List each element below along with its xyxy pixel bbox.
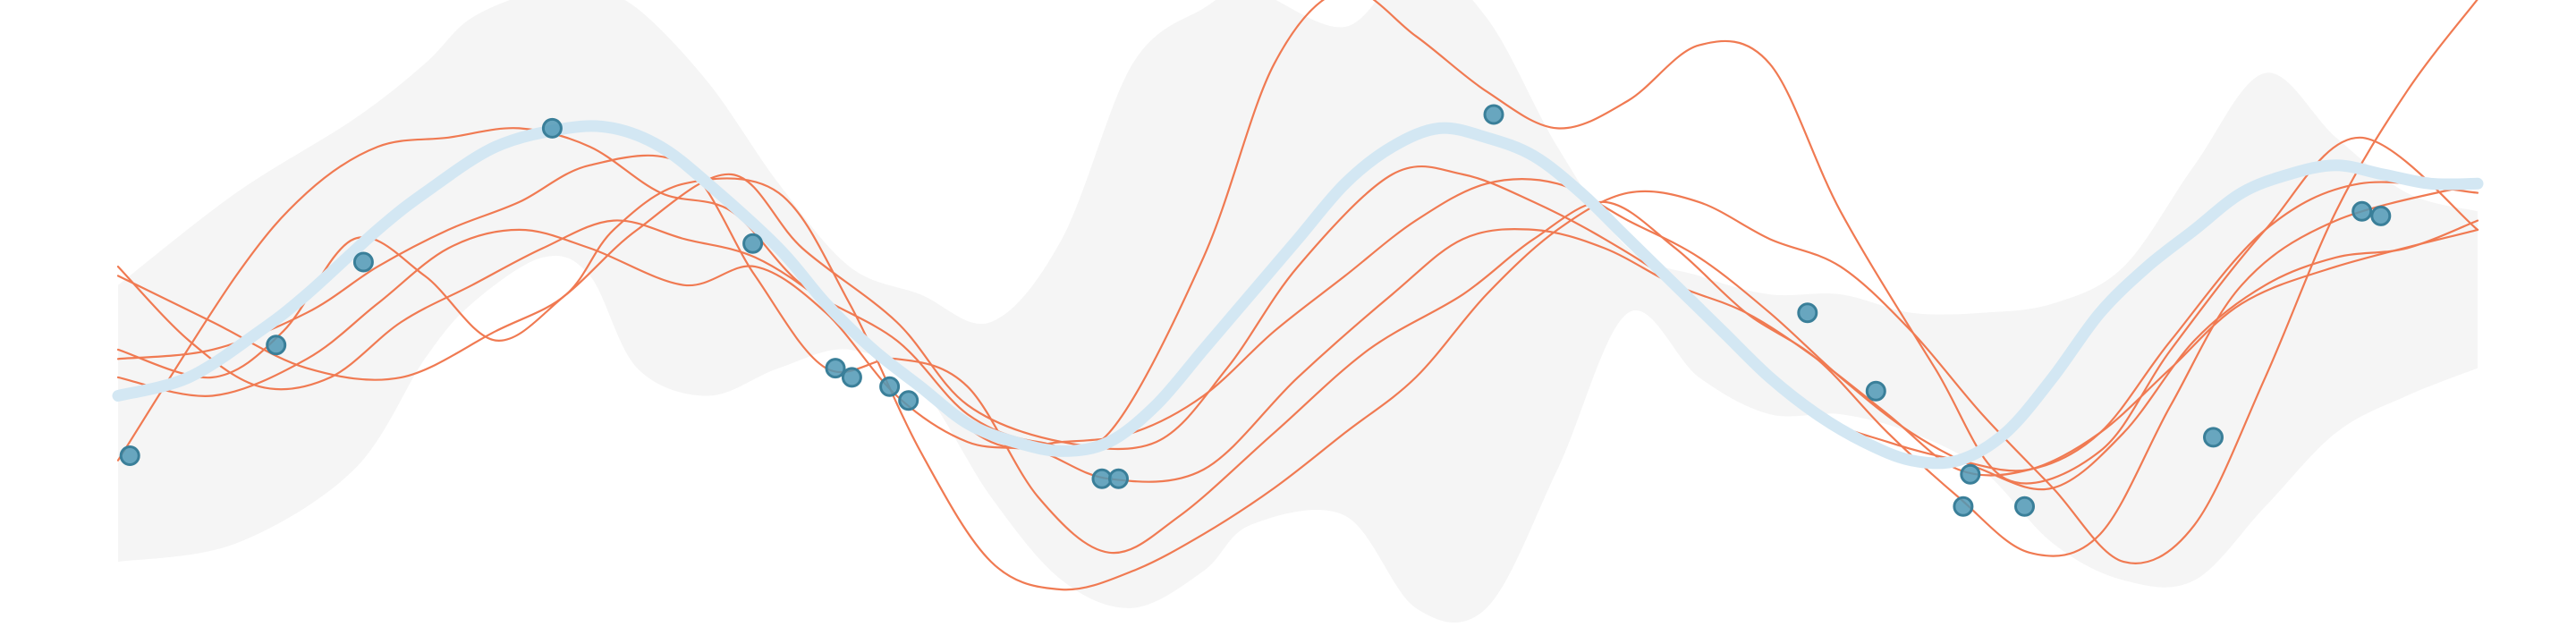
observation-point	[1108, 468, 1129, 489]
observation-point	[879, 376, 901, 397]
sample-path-1	[116, 0, 2479, 485]
observation-point	[825, 358, 846, 379]
observation-point	[541, 117, 563, 139]
observation-point	[352, 251, 374, 273]
observation-point	[1865, 380, 1886, 402]
observation-point	[119, 445, 140, 466]
observation-point	[2370, 205, 2392, 226]
observation-point	[742, 233, 764, 254]
observation-point	[266, 335, 287, 356]
observation-point	[2351, 200, 2373, 222]
sample-path-5	[116, 178, 2479, 491]
observation-point	[1953, 496, 1974, 517]
observation-point	[2014, 496, 2035, 517]
mean-line-layer	[112, 120, 2484, 470]
observation-point	[2203, 427, 2224, 448]
sample-paths-layer	[116, 0, 2479, 591]
mean-line	[112, 120, 2484, 470]
observation-point	[1797, 302, 1818, 324]
sample-path-3	[116, 154, 2479, 557]
observation-points-layer	[119, 104, 2392, 517]
observation-point	[1483, 104, 1504, 125]
sample-path-4	[116, 228, 2479, 483]
observation-point	[1960, 463, 1981, 485]
observation-point	[841, 367, 862, 388]
sample-path-6	[116, 0, 2479, 591]
observation-point	[898, 390, 919, 411]
